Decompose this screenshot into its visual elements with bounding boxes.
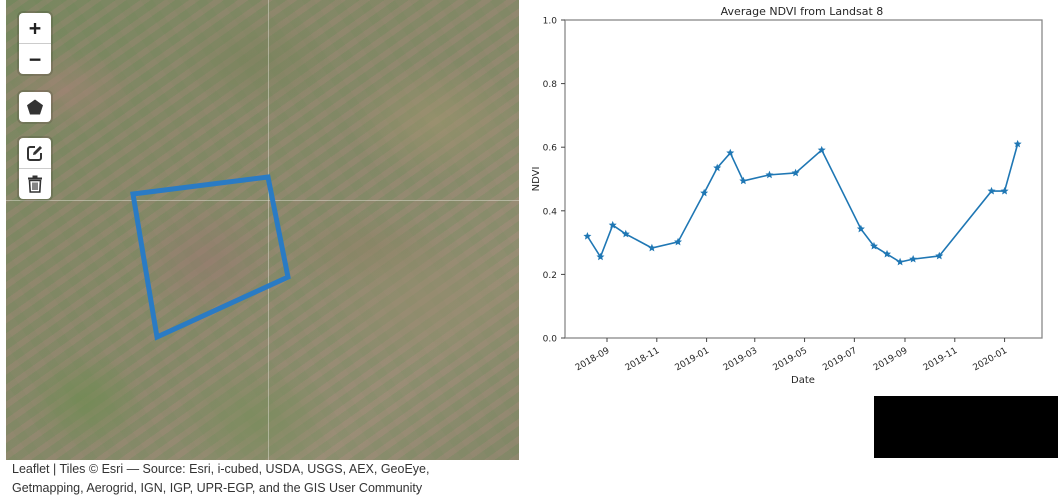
data-point-star-icon (1000, 186, 1009, 195)
data-point-star-icon (596, 252, 605, 261)
polygon-icon (27, 99, 43, 115)
chart-title: Average NDVI from Landsat 8 (721, 5, 884, 18)
x-tick-label: 2019-01 (674, 346, 712, 373)
delete-layers-button[interactable] (19, 168, 51, 199)
y-tick-label: 0.4 (543, 207, 558, 217)
chart-canvas: Average NDVI from Landsat 8 0.0 0.2 0.4 0.6… (531, 5, 1043, 386)
tile-seam (268, 0, 269, 460)
data-point-star-icon (583, 232, 592, 240)
x-tick-label: 2020-01 (972, 346, 1010, 373)
trash-icon (28, 175, 42, 193)
data-point-star-icon (856, 224, 865, 233)
ndvi-chart: Average NDVI from Landsat 8 0.0 0.2 0.4 0.6… (520, 0, 1058, 400)
data-point-star-icon (647, 243, 656, 252)
attribution-line: Getmapping, Aerogrid, IGN, IGP, UPR-EGP,… (12, 481, 423, 495)
data-point-star-icon (817, 145, 826, 154)
y-tick-label: 0.6 (543, 144, 558, 154)
data-point-star-icon (869, 241, 878, 250)
map-overlay (130, 174, 291, 341)
tile-seam (6, 200, 519, 201)
data-point-star-icon (987, 186, 996, 195)
map-attribution: Leaflet | Tiles © Esri — Source: Esri, i… (12, 460, 522, 498)
y-tick-label: 0.0 (543, 335, 558, 345)
data-point-star-icon (726, 148, 735, 157)
x-axis: 2018-09 2018-11 2019-01 2019-03 2019-05 2019-… (574, 338, 1009, 373)
x-axis-label: Date (791, 375, 815, 386)
zoom-out-button[interactable]: − (19, 43, 51, 74)
y-tick-label: 1.0 (543, 17, 558, 27)
data-point-star-icon (896, 257, 905, 266)
attribution-line: Leaflet | Tiles © Esri — Source: Esri, i… (12, 462, 430, 476)
x-tick-label: 2019-03 (722, 346, 760, 373)
y-tick-label: 0.2 (543, 271, 557, 281)
output-placeholder-box (874, 396, 1058, 458)
x-tick-label: 2019-11 (922, 346, 960, 373)
data-point-star-icon (883, 249, 892, 258)
data-point-star-icon (791, 168, 800, 177)
map-view[interactable]: + − (6, 0, 519, 460)
plot-frame (564, 19, 1043, 339)
x-tick-label: 2019-07 (821, 346, 859, 373)
draw-toolbar (19, 92, 51, 122)
zoom-control: + − (19, 13, 51, 74)
zoom-in-button[interactable]: + (28, 16, 42, 40)
edit-icon (27, 146, 42, 161)
data-point-star-icon (765, 170, 774, 179)
aoi-polygon[interactable] (130, 174, 291, 341)
data-point-star-icon (674, 237, 683, 246)
data-point-star-icon (700, 188, 709, 197)
data-point-star-icon (713, 163, 722, 172)
edit-toolbar (19, 138, 51, 199)
x-tick-label: 2018-11 (624, 346, 662, 373)
data-point-star-icon (621, 229, 630, 238)
x-tick-label: 2018-09 (574, 346, 612, 374)
edit-layers-button[interactable] (19, 138, 51, 168)
data-point-star-icon (1013, 139, 1022, 148)
draw-polygon-button[interactable] (19, 92, 51, 122)
y-tick-label: 0.8 (543, 80, 558, 90)
x-tick-label: 2019-05 (771, 346, 809, 373)
ndvi-series (583, 139, 1022, 266)
data-point-star-icon (608, 220, 617, 229)
x-tick-label: 2019-09 (872, 346, 910, 374)
y-axis: 0.0 0.2 0.4 0.6 0.8 1.0 (543, 17, 565, 345)
data-point-star-icon (935, 251, 944, 260)
data-point-star-icon (909, 254, 918, 263)
data-point-star-icon (739, 176, 748, 185)
y-axis-label: NDVI (531, 167, 542, 192)
